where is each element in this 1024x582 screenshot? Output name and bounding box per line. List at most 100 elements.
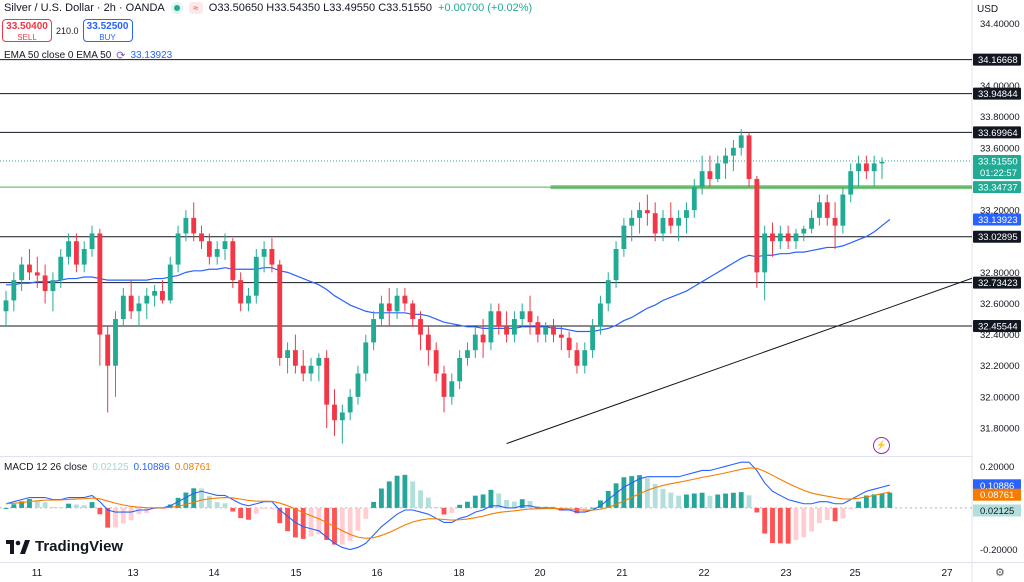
time-tick-label: 21 (616, 568, 628, 579)
candle (402, 287, 408, 312)
macd-histogram-bar (433, 506, 439, 508)
macd-histogram-bar (715, 494, 721, 508)
time-tick-label: 15 (290, 568, 302, 579)
lightning-icon[interactable]: ⚡ (873, 437, 890, 454)
macd-hist-value: 0.02125 (92, 462, 129, 473)
candle (762, 225, 768, 301)
currency-label[interactable]: USD (977, 4, 999, 15)
macd-histogram-bar (817, 507, 822, 524)
candle (246, 287, 251, 312)
candle-body (691, 186, 697, 211)
candle-body (762, 233, 768, 273)
candle-body (574, 350, 580, 366)
candle (582, 342, 588, 374)
candle (566, 331, 572, 358)
candle (191, 202, 197, 242)
macd-histogram-bar (97, 507, 103, 515)
buy-button[interactable]: 33.52500 BUY (82, 19, 133, 42)
logo-text: TradingView (35, 538, 124, 555)
candle (684, 202, 689, 234)
candle-body (285, 350, 290, 358)
candle (308, 357, 314, 382)
candle (199, 225, 204, 250)
macd-histogram-bar (214, 502, 220, 508)
macd-histogram-bar (136, 507, 142, 515)
candle (394, 287, 400, 320)
trendline (506, 277, 973, 445)
macd-histogram-bar (488, 489, 494, 508)
candle-body (418, 319, 423, 335)
candle-body (621, 225, 627, 250)
macd-tick-label: 0.20000 (980, 462, 1014, 473)
candle-body (27, 264, 32, 273)
candle-body (433, 350, 439, 374)
tradingview-logo: TradingView (6, 538, 123, 555)
candle-body (590, 326, 596, 351)
macd-histogram-bar (89, 502, 95, 508)
candle-body (684, 210, 689, 218)
macd-histogram-bar (770, 507, 775, 544)
macd-histogram-bar (73, 504, 79, 508)
candle (871, 155, 877, 187)
macd-histogram-bar (527, 500, 533, 508)
candle (785, 225, 791, 250)
candle (183, 210, 189, 242)
sell-button[interactable]: 33.50400 SELL (2, 19, 52, 42)
macd-histogram-bar (848, 507, 854, 510)
candle-body (167, 264, 173, 301)
candle (590, 319, 596, 358)
candle-body (551, 326, 556, 335)
candle (277, 259, 283, 366)
candle-body (128, 295, 134, 312)
macd-histogram-bar (652, 484, 658, 508)
candle-body (441, 373, 447, 397)
candle (324, 350, 330, 428)
price-badge-bg (973, 87, 1021, 100)
macd-histogram-bar (723, 493, 728, 508)
candle (73, 233, 79, 273)
candle (551, 319, 556, 343)
macd-histogram-bar (42, 502, 48, 508)
price-tick-label: 34.00000 (980, 81, 1020, 92)
candle-body (34, 272, 40, 276)
candle-body (402, 295, 408, 304)
macd-histogram-bar (472, 495, 478, 508)
macd-histogram-bar (480, 494, 486, 508)
candle-body (206, 241, 212, 257)
macd-histogram-bar (324, 507, 330, 541)
candle (371, 311, 377, 351)
candle (418, 311, 423, 351)
ema-line (6, 218, 891, 333)
candle-body (73, 241, 79, 265)
macd-histogram-bar (199, 488, 204, 508)
ema-legend[interactable]: EMA 50 close 0 EMA 50 ⟳ 33.13923 (4, 49, 172, 62)
candle (27, 249, 32, 281)
macd-histogram-bar (3, 507, 9, 509)
macd-legend[interactable]: MACD 12 26 close 0.02125 0.10886 0.08761 (4, 462, 211, 473)
macd-histogram-bar (120, 507, 126, 524)
candle (535, 315, 541, 343)
settings-icon[interactable]: ⚙ (995, 567, 1005, 579)
price-tick-label: 33.60000 (980, 143, 1020, 154)
candle (89, 225, 95, 257)
candle (379, 295, 384, 327)
candle-body (754, 178, 760, 273)
macd-histogram-bar (206, 496, 212, 508)
candle-body (707, 171, 713, 179)
candle (230, 238, 236, 288)
candle-body (425, 334, 431, 351)
candle (738, 129, 744, 156)
price-tick-label: 33.80000 (980, 112, 1020, 123)
candle-body (355, 373, 361, 397)
candle-body (840, 194, 846, 226)
candle-body (19, 264, 25, 281)
macd-histogram-bar (222, 503, 228, 508)
symbol-title[interactable]: Silver / U.S. Dollar · 2h · OANDA (4, 2, 165, 14)
macd-histogram-bar (511, 501, 517, 508)
macd-histogram-bar (261, 507, 267, 509)
candle (386, 287, 392, 327)
candle (238, 272, 244, 312)
candle-body (832, 217, 838, 226)
time-tick-label: 23 (780, 568, 792, 579)
